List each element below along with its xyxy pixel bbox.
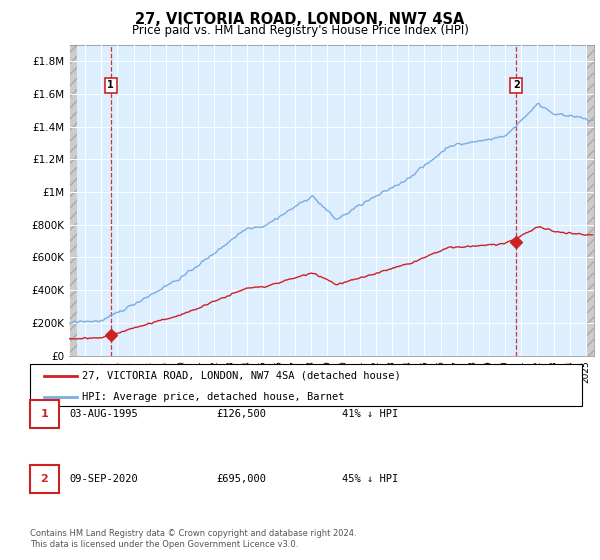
Text: 2: 2 — [41, 474, 48, 484]
Text: 09-SEP-2020: 09-SEP-2020 — [69, 474, 138, 484]
Text: 41% ↓ HPI: 41% ↓ HPI — [342, 409, 398, 419]
Text: £695,000: £695,000 — [216, 474, 266, 484]
Text: 27, VICTORIA ROAD, LONDON, NW7 4SA (detached house): 27, VICTORIA ROAD, LONDON, NW7 4SA (deta… — [82, 371, 401, 381]
Text: £126,500: £126,500 — [216, 409, 266, 419]
Text: 27, VICTORIA ROAD, LONDON, NW7 4SA: 27, VICTORIA ROAD, LONDON, NW7 4SA — [136, 12, 464, 27]
Text: 45% ↓ HPI: 45% ↓ HPI — [342, 474, 398, 484]
Bar — [586, 45, 594, 356]
Text: 1: 1 — [41, 409, 48, 419]
Text: Price paid vs. HM Land Registry's House Price Index (HPI): Price paid vs. HM Land Registry's House … — [131, 24, 469, 37]
Text: 1: 1 — [107, 80, 114, 90]
Text: 2: 2 — [513, 80, 520, 90]
FancyBboxPatch shape — [30, 364, 582, 406]
Text: HPI: Average price, detached house, Barnet: HPI: Average price, detached house, Barn… — [82, 392, 345, 402]
Text: 03-AUG-1995: 03-AUG-1995 — [69, 409, 138, 419]
Bar — [69, 45, 77, 356]
Text: Contains HM Land Registry data © Crown copyright and database right 2024.
This d: Contains HM Land Registry data © Crown c… — [30, 529, 356, 549]
